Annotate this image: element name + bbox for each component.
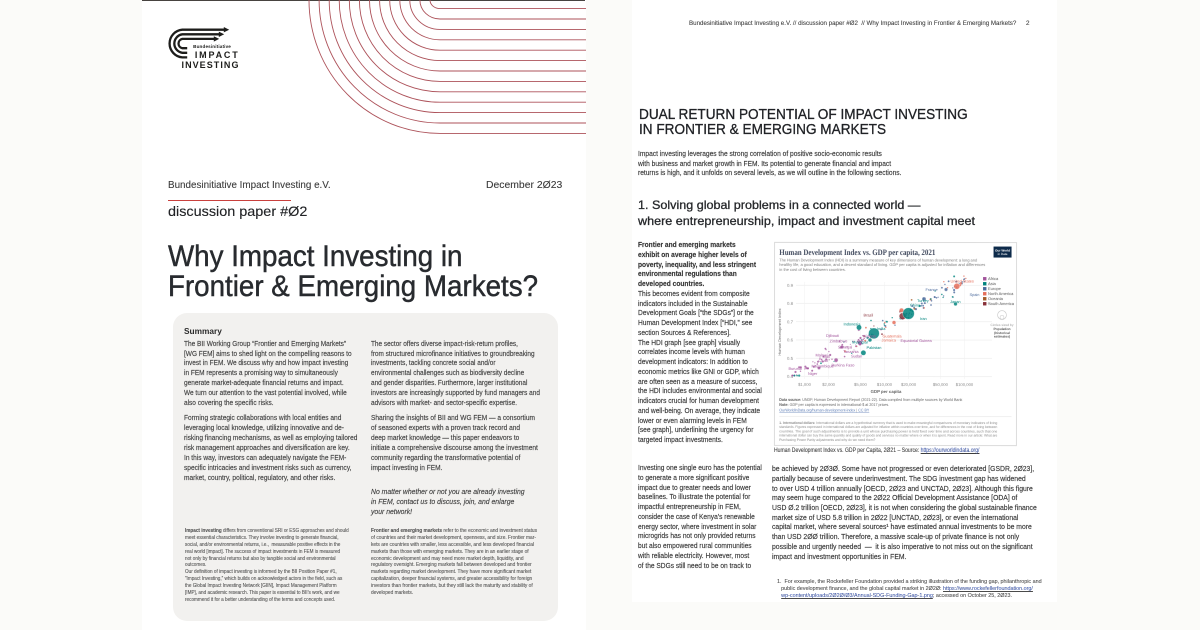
svg-text:international dollar can buy t: international dollar can buy the same qu…	[779, 433, 997, 437]
svg-text:Mozambique: Mozambique	[811, 363, 833, 368]
svg-text:$2,000: $2,000	[822, 381, 835, 386]
svg-text:0.6: 0.6	[787, 337, 794, 342]
svg-text:Malawi: Malawi	[815, 352, 827, 357]
svg-text:Human Development Index: Human Development Index	[776, 308, 781, 355]
svg-text:Population: Population	[993, 327, 1010, 331]
svg-text:0.9: 0.9	[787, 282, 794, 287]
svg-text:Chad: Chad	[818, 358, 827, 363]
svg-text:Zimbabwe: Zimbabwe	[829, 338, 847, 343]
svg-text:China: China	[910, 302, 921, 307]
svg-text:Tanzania: Tanzania	[842, 349, 858, 354]
svg-text:(historical: (historical	[994, 330, 1010, 334]
svg-text:Niger: Niger	[807, 370, 817, 375]
svg-text:Africa: Africa	[988, 276, 999, 281]
svg-text:North America: North America	[988, 291, 1014, 296]
svg-text:Note: GDP per capita is expres: Note: GDP per capita is expressed in int…	[779, 402, 889, 407]
svg-text:Myanmar: Myanmar	[851, 339, 868, 344]
svg-text:countries. The goal of such ad: countries. The goal of such adjustments …	[779, 429, 997, 433]
svg-text:The Human Development Index (H: The Human Development Index (HDI) is a s…	[779, 257, 977, 262]
svg-text:Human Development Index vs. GD: Human Development Index vs. GDP per capi…	[779, 247, 935, 256]
svg-text:$100,000: $100,000	[955, 382, 973, 387]
svg-text:United States: United States	[950, 278, 973, 283]
svg-text:1. International dollars: Inte: 1. International dollars: International …	[779, 420, 997, 424]
svg-text:Djibouti: Djibouti	[826, 333, 839, 338]
svg-text:$20,000: $20,000	[901, 382, 917, 387]
svg-text:Indonesia: Indonesia	[843, 321, 861, 326]
svg-text:Circles sized by: Circles sized by	[990, 323, 1013, 327]
svg-text:estimates): estimates)	[993, 334, 1009, 338]
svg-text:0.4: 0.4	[786, 373, 793, 378]
svg-text:Asia: Asia	[988, 281, 997, 286]
svg-text:Data source: UNDP, Human Devel: Data source: UNDP, Human Development Rep…	[779, 396, 962, 401]
svg-text:$5,000: $5,000	[853, 381, 866, 386]
svg-text:Europe: Europe	[988, 286, 1002, 291]
svg-text:0.8: 0.8	[787, 300, 794, 305]
svg-text:Our World: Our World	[995, 248, 1010, 252]
svg-text:France: France	[925, 287, 937, 292]
svg-text:Pakistan: Pakistan	[866, 344, 881, 349]
svg-text:in the cost of living between: in the cost of living between countries.	[779, 266, 846, 271]
svg-text:OurWorldInData.org/human-devel: OurWorldInData.org/human-development-ind…	[779, 407, 869, 412]
svg-text:South America: South America	[988, 301, 1015, 306]
svg-text:standards. Figures expressed i: standards. Figures expressed in internat…	[779, 425, 997, 429]
svg-text:Brazil: Brazil	[863, 312, 873, 317]
svg-text:Purchasing Power Parity adjust: Purchasing Power Parity adjustments and …	[779, 437, 875, 441]
svg-text:0.5: 0.5	[787, 355, 794, 360]
svg-text:Senegal: Senegal	[837, 344, 851, 349]
svg-text:India: India	[877, 326, 886, 331]
svg-text:Guatemala: Guatemala	[882, 333, 902, 338]
svg-text:Iran: Iran	[920, 316, 927, 321]
svg-text:$50,000: $50,000	[932, 382, 948, 387]
svg-text:Turkey: Turkey	[917, 297, 929, 302]
svg-text:in Data: in Data	[997, 252, 1007, 256]
svg-text:Jamaica: Jamaica	[881, 337, 896, 342]
svg-text:Spain: Spain	[969, 292, 979, 297]
svg-text:Burundi: Burundi	[788, 366, 802, 371]
svg-text:$10,000: $10,000	[876, 381, 892, 386]
svg-text:GDP per capita: GDP per capita	[870, 388, 901, 393]
svg-text:Mali: Mali	[822, 354, 829, 359]
svg-text:Equatorial Guinea: Equatorial Guinea	[900, 337, 932, 342]
svg-text:Nigeria: Nigeria	[863, 333, 876, 338]
svg-text:healthy life, a good education: healthy life, a good education, and a de…	[779, 262, 985, 267]
svg-text:Oceania: Oceania	[988, 296, 1004, 301]
svg-text:0.7: 0.7	[787, 319, 794, 324]
svg-text:Burkina Faso: Burkina Faso	[831, 362, 854, 367]
svg-text:$1,000: $1,000	[798, 381, 811, 386]
svg-text:Japan: Japan	[950, 299, 961, 304]
svg-text:Sudan: Sudan	[850, 353, 861, 358]
